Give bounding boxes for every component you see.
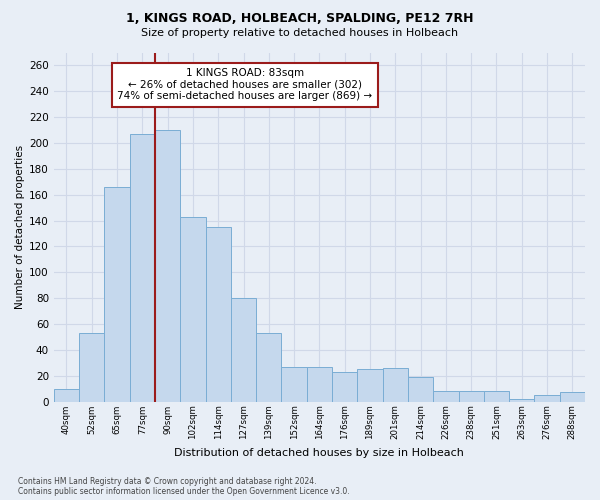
Bar: [484, 391, 509, 402]
Text: Contains public sector information licensed under the Open Government Licence v3: Contains public sector information licen…: [18, 487, 350, 496]
Bar: [180, 216, 206, 402]
Bar: [358, 369, 383, 402]
Y-axis label: Number of detached properties: Number of detached properties: [15, 145, 25, 309]
Bar: [155, 130, 180, 402]
Bar: [231, 298, 256, 402]
Bar: [130, 134, 155, 402]
X-axis label: Distribution of detached houses by size in Holbeach: Distribution of detached houses by size …: [175, 448, 464, 458]
Bar: [535, 395, 560, 402]
Bar: [307, 366, 332, 402]
Bar: [458, 391, 484, 402]
Bar: [281, 366, 307, 402]
Bar: [332, 372, 358, 402]
Bar: [54, 388, 79, 402]
Bar: [560, 392, 585, 402]
Text: 1, KINGS ROAD, HOLBEACH, SPALDING, PE12 7RH: 1, KINGS ROAD, HOLBEACH, SPALDING, PE12 …: [126, 12, 474, 26]
Bar: [206, 227, 231, 402]
Text: Contains HM Land Registry data © Crown copyright and database right 2024.: Contains HM Land Registry data © Crown c…: [18, 477, 317, 486]
Text: Size of property relative to detached houses in Holbeach: Size of property relative to detached ho…: [142, 28, 458, 38]
Bar: [79, 333, 104, 402]
Bar: [256, 333, 281, 402]
Bar: [104, 187, 130, 402]
Bar: [509, 399, 535, 402]
Bar: [433, 391, 458, 402]
Bar: [408, 377, 433, 402]
Bar: [383, 368, 408, 402]
Text: 1 KINGS ROAD: 83sqm
← 26% of detached houses are smaller (302)
74% of semi-detac: 1 KINGS ROAD: 83sqm ← 26% of detached ho…: [118, 68, 373, 102]
